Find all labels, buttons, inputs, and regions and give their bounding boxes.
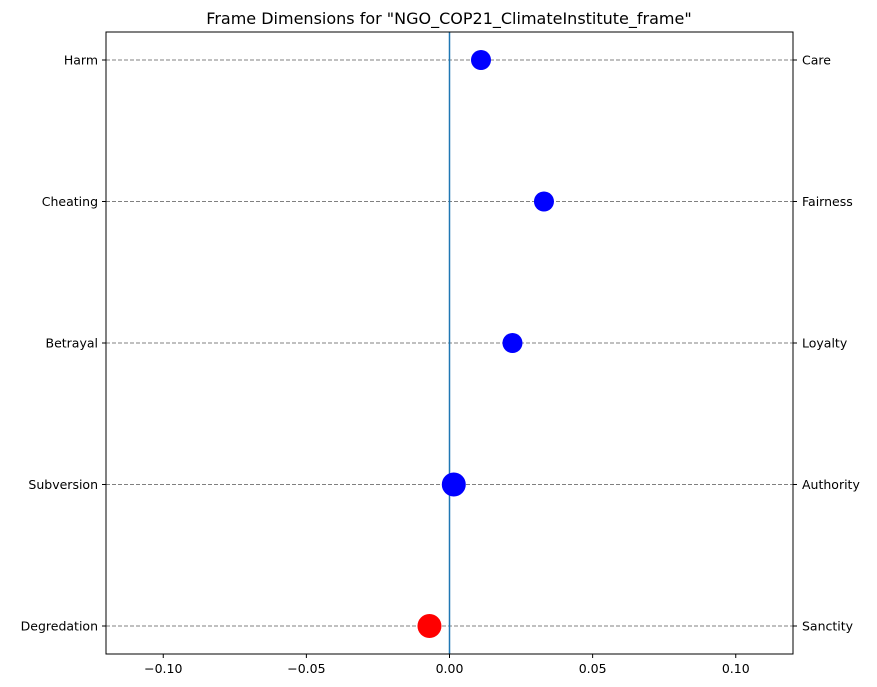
right-tick-label: Authority	[802, 477, 860, 492]
data-point	[417, 614, 442, 638]
left-axis-labels: Harm Cheating Betrayal Subversion Degredatio…	[21, 53, 106, 634]
x-axis-ticks: −0.10 −0.05 0.00 0.05 0.10	[144, 654, 750, 676]
data-point	[502, 333, 523, 353]
data-points	[417, 50, 554, 638]
x-tick-label: 0.00	[436, 661, 464, 676]
right-axis-labels: Care Fairness Loyalty Authority Sanctity	[793, 53, 860, 634]
data-point	[533, 191, 554, 212]
x-tick-label: −0.05	[287, 661, 325, 676]
left-tick-label: Betrayal	[46, 336, 99, 351]
chart-title: Frame Dimensions for "NGO_COP21_ClimateI…	[206, 9, 691, 29]
data-point	[441, 472, 466, 497]
right-tick-label: Sanctity	[802, 619, 854, 634]
left-tick-label: Harm	[64, 53, 98, 68]
x-tick-label: 0.10	[722, 661, 750, 676]
x-tick-label: −0.10	[144, 661, 182, 676]
x-tick-label: 0.05	[579, 661, 607, 676]
data-point	[470, 50, 491, 70]
right-tick-label: Fairness	[802, 194, 853, 209]
right-tick-label: Care	[802, 53, 831, 68]
left-tick-label: Subversion	[28, 477, 98, 492]
left-tick-label: Cheating	[42, 194, 98, 209]
left-tick-label: Degredation	[21, 619, 98, 634]
right-tick-label: Loyalty	[802, 336, 848, 351]
